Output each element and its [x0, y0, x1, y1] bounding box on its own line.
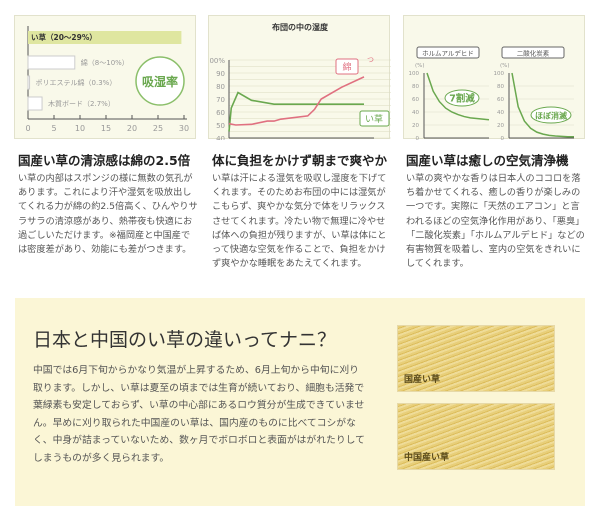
chart-title-box	[501, 46, 565, 59]
chart-title: 二酸化炭素	[517, 49, 550, 58]
heading-coolness: 国産い草の清涼感は綿の2.5倍	[18, 153, 191, 168]
y-tick-label: 80	[216, 83, 225, 91]
y-tick-label: 0	[416, 136, 420, 140]
bar	[28, 31, 182, 44]
humidity-chart-panel: 布団の中の湿度405060708090100%0102030405060分綿つい…	[205, 15, 394, 149]
absorption-bar-chart: 0 5 10 15 20 25 30 い草（20〜29%） 綿（8〜10%） ポリエステル綿（0.…	[25, 26, 189, 133]
y-tick-label: 40	[216, 135, 225, 140]
legend-box-cotton	[335, 58, 359, 75]
badge-label: 吸湿率	[142, 74, 178, 89]
y-tick-label: 50	[216, 122, 225, 130]
text-coolness: い草の内部はスポンジの様に無数の気孔があります。これにより汗や湿気を吸放出してく…	[18, 173, 198, 256]
chinese-igusa-image: 中国産い草	[397, 403, 555, 470]
domestic-igusa-label: 国産い草	[404, 375, 441, 385]
domestic-igusa-image: 国産い草	[397, 325, 555, 392]
y-tick-label: 100	[494, 71, 505, 77]
y-tick-label: 70	[216, 96, 225, 104]
bar-label: 木質ボード（2.7%）	[48, 99, 115, 108]
chart-title: ホルムアルデヒド	[422, 49, 474, 58]
text-comfort: い草は汗による湿気を吸収し湿度を下げてくれます。そのためお布団の中には湿気がこも…	[212, 173, 387, 270]
comparison-section: 日本と中国のい草の違いってナニ？ 中国では6月下旬からかなり気温が上昇するため、…	[15, 298, 585, 506]
bar	[27, 55, 76, 70]
humidity-line-chart: 布団の中の湿度405060708090100%0102030405060分綿つい…	[205, 22, 394, 149]
x-tick-label: 20	[127, 124, 137, 133]
y-tick-label: 40	[497, 110, 504, 116]
y-tick-label: 100	[409, 71, 420, 77]
bar	[27, 96, 43, 111]
x-tick-label: 0	[25, 124, 30, 133]
x-tick-label: 15	[101, 124, 111, 133]
decay-curve	[511, 72, 574, 138]
callout-text: 7割減	[449, 93, 475, 105]
comparison-title: 日本と中国のい草の違いってナニ？	[33, 329, 337, 351]
callout-bubble	[530, 106, 572, 124]
y-tick-label: 80	[497, 84, 504, 90]
x-tick-label: 10	[75, 124, 85, 133]
comparison-text: 中国では6月下旬からかなり気温が上昇するため、6月上旬から中旬に刈り取ります。し…	[33, 365, 365, 464]
y-tick-label: 80	[412, 84, 419, 90]
y-tick-label: 60	[412, 97, 419, 103]
x-tick-label: 25	[153, 124, 163, 133]
absorption-chart-panel: 0 5 10 15 20 25 30 い草（20〜29%） 綿（8〜10%） ポリエステル綿（0.…	[14, 15, 196, 139]
y-tick-label: 40	[412, 110, 419, 116]
x-tick-label: 30	[179, 124, 189, 133]
y-unit-label: (%)	[415, 63, 425, 69]
callout-bubble	[444, 89, 480, 107]
bar	[27, 75, 31, 90]
y-tick-label: 60	[497, 97, 504, 103]
y-tick-label: 20	[497, 123, 504, 129]
chart-title: 布団の中の湿度	[271, 22, 329, 32]
text-air-purifier: い草の爽やかな香りは日本人のココロを落ち着かせてくれる、癒しの香りが楽しみの一つ…	[406, 173, 585, 270]
annotation: つ	[367, 56, 374, 64]
x-tick-label: 5	[51, 124, 56, 133]
y-tick-label: 0	[501, 136, 505, 140]
callout-text: ほぼ消滅	[535, 111, 567, 121]
legend-box-igusa	[359, 110, 390, 127]
bar-label: い草（20〜29%）	[31, 32, 97, 42]
series-line-cotton	[228, 76, 365, 126]
decay-curve	[426, 72, 490, 121]
heading-comfort: 体に負担をかけず朝まで爽やか	[212, 153, 388, 168]
series-line-igusa	[228, 91, 364, 132]
y-tick-label: 60	[216, 109, 225, 117]
chinese-igusa-label: 中国産い草	[404, 453, 450, 463]
air-purify-chart-panel: ホルムアルデヒド (%) 0 20 40 60 80 100 7割減 二酸化炭素 (%) 0 20 40 6…	[403, 15, 585, 142]
y-tick-label: 100%	[209, 57, 225, 65]
y-tick-label: 20	[412, 123, 419, 129]
y-unit-label: (%)	[500, 63, 510, 69]
y-tick-label: 90	[216, 70, 225, 78]
heading-air-purifier: 国産い草は癒しの空気清浄機	[406, 153, 569, 168]
bar-label: 綿（8〜10%）	[81, 58, 129, 67]
bar-label: ポリエステル綿（0.3%）	[36, 78, 117, 87]
chart-title-box	[416, 46, 480, 59]
air-purify-charts: ホルムアルデヒド (%) 0 20 40 60 80 100 7割減 二酸化炭素 (%) 0 20 40 6…	[409, 46, 574, 142]
legend-cotton: 綿	[342, 61, 351, 73]
badge-circle	[135, 56, 185, 106]
legend-igusa: い草	[365, 113, 383, 125]
